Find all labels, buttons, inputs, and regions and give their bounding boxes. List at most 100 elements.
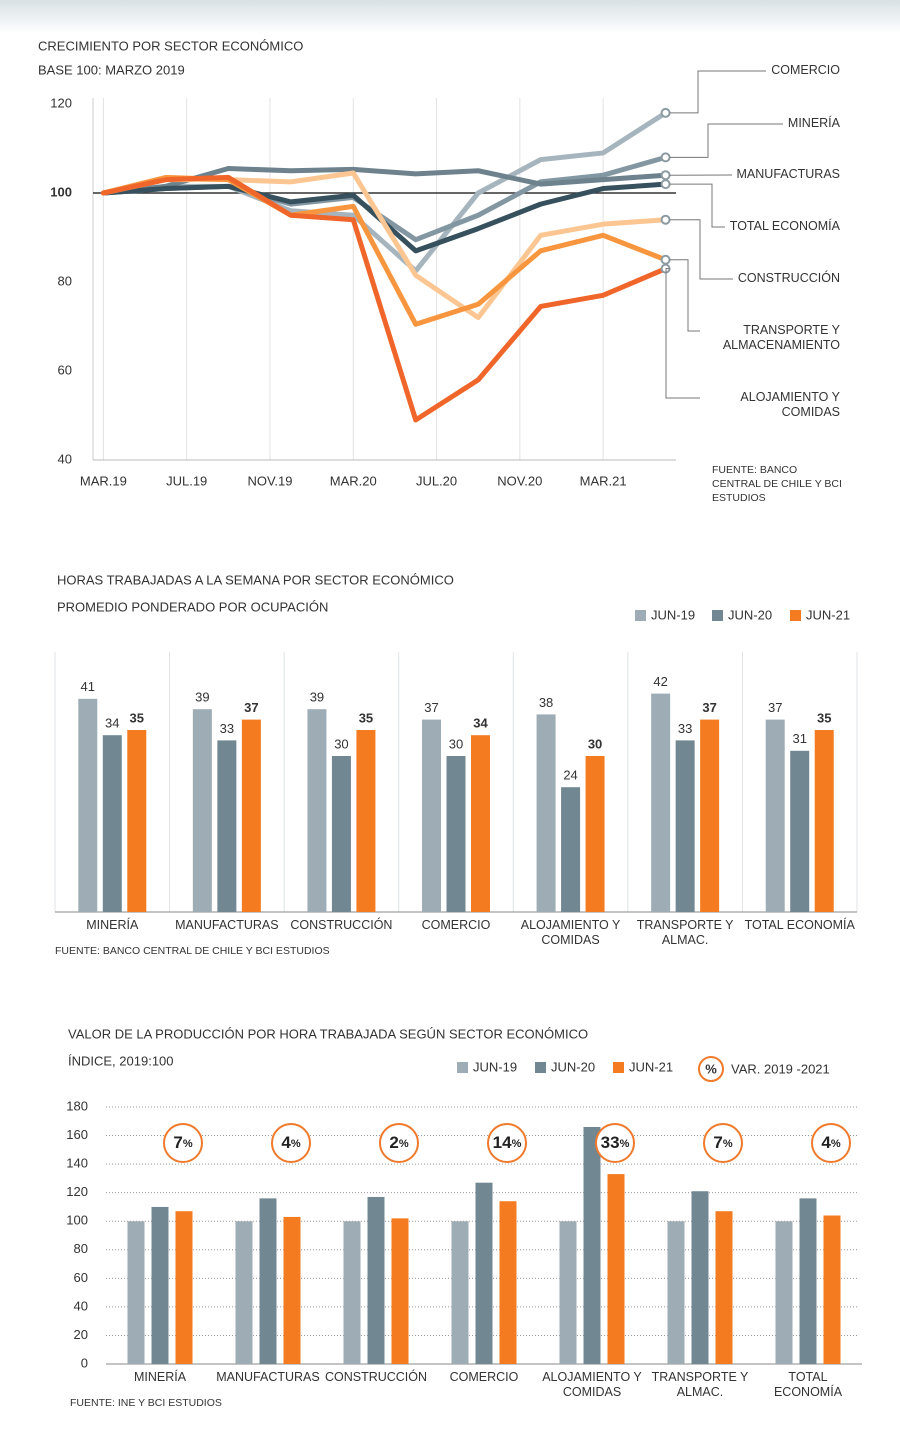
data-label: 31 (792, 731, 806, 746)
x-tick-label: TOTAL ECONOMÍA (773, 1370, 843, 1399)
leader-line (665, 268, 700, 399)
data-label: 34 (105, 716, 119, 731)
variation-badge (271, 1123, 311, 1163)
bar (102, 735, 122, 912)
chart-subtitle: PROMEDIO PONDERADO POR OCUPACIÓN (57, 599, 328, 614)
bar (259, 1198, 277, 1364)
end-marker (660, 179, 671, 190)
variation-label: 4% (821, 1133, 840, 1152)
legend-swatch (613, 1062, 624, 1073)
data-label: 38 (539, 695, 553, 710)
variation-label: 7% (173, 1133, 192, 1152)
source-note: FUENTE: BANCO CENTRAL DE CHILE Y BCI EST… (55, 945, 330, 957)
series-label: TRANSPORTE Y ALMACENAMIENTO (722, 323, 840, 352)
variation-badge (595, 1123, 635, 1163)
data-label: 33 (220, 721, 234, 736)
data-label: 37 (244, 700, 258, 715)
series-line (100, 174, 669, 327)
y-tick-label: 40 (74, 1298, 88, 1313)
x-tick-label: JUL.19 (166, 473, 207, 488)
bar (331, 756, 351, 912)
bar (585, 756, 605, 912)
bar (391, 1218, 409, 1364)
variation-symbol: % (183, 1138, 193, 1150)
bar (765, 719, 785, 912)
variation-symbol: % (291, 1138, 301, 1150)
bar (607, 1174, 625, 1364)
data-label: 30 (334, 736, 348, 751)
data-label: 34 (473, 716, 488, 731)
bar (799, 1198, 817, 1364)
legend-swatch (712, 610, 723, 621)
data-label: 30 (588, 736, 602, 751)
variation-value: 4 (281, 1133, 291, 1152)
legend-swatch (790, 610, 801, 621)
x-tick-label: MINERÍA (133, 1370, 187, 1384)
bar (715, 1211, 733, 1364)
y-tick-label: 0 (81, 1355, 88, 1370)
leader-line (669, 183, 725, 228)
bar (307, 709, 327, 912)
data-label: 41 (81, 679, 95, 694)
variation-label: 4% (281, 1133, 300, 1152)
variation-badge (163, 1123, 203, 1163)
series-line (100, 174, 669, 423)
chart-subtitle: ÍNDICE, 2019:100 (68, 1053, 174, 1068)
legend-label: JUN-19 (473, 1059, 517, 1074)
variation-value: 4 (821, 1133, 831, 1152)
bar (446, 756, 466, 912)
variation-value: 7 (713, 1133, 722, 1152)
series-label: MANUFACTURAS (736, 167, 840, 181)
end-marker (660, 170, 671, 181)
legend-swatch (457, 1062, 468, 1073)
variation-value: 33 (601, 1133, 620, 1152)
x-tick-label: MAR.21 (580, 473, 627, 488)
y-tick-label: 80 (58, 273, 72, 288)
end-marker (660, 107, 671, 118)
bar (471, 735, 490, 912)
end-marker (660, 254, 671, 265)
variation-label: 2% (389, 1133, 408, 1152)
variation-badge (487, 1123, 527, 1163)
x-tick-label: COMERCIO (421, 918, 491, 932)
bar (583, 1126, 601, 1364)
y-tick-label: 160 (66, 1127, 88, 1142)
y-tick-label: 100 (50, 184, 72, 199)
y-tick-label: 120 (66, 1184, 88, 1199)
legend-badge-symbol: % (705, 1061, 717, 1076)
y-tick-label: 140 (66, 1156, 88, 1171)
data-label: 35 (359, 710, 373, 725)
bar (667, 1221, 685, 1364)
variation-symbol: % (831, 1138, 841, 1150)
source-note: FUENTE: BANCO CENTRAL DE CHILE Y BCI EST… (712, 464, 842, 504)
source-note: FUENTE: INE Y BCI ESTUDIOS (70, 1397, 222, 1409)
x-tick-label: MANUFACTURAS (175, 918, 279, 932)
legend-swatch (635, 610, 646, 621)
x-tick-label: TRANSPORTE Y ALMAC. (651, 1370, 749, 1399)
data-label: 37 (768, 700, 782, 715)
bar (561, 787, 581, 912)
y-tick-label: 120 (50, 95, 72, 110)
chart-title: CRECIMIENTO POR SECTOR ECONÓMICO (38, 38, 303, 53)
leader-line (669, 123, 783, 158)
bar (356, 730, 376, 912)
series-label: CONSTRUCCIÓN (737, 271, 840, 285)
bar (651, 693, 671, 912)
variation-badge (703, 1123, 743, 1163)
data-label: 33 (678, 721, 692, 736)
data-label: 35 (130, 710, 144, 725)
bar (78, 698, 98, 912)
bar (536, 714, 556, 912)
variation-symbol: % (723, 1138, 733, 1150)
legend-label: JUN-21 (806, 607, 850, 622)
bar (175, 1211, 193, 1364)
series-label: TOTAL ECONOMÍA (729, 219, 840, 233)
bar (151, 1206, 169, 1364)
y-tick-label: 80 (74, 1241, 88, 1256)
x-tick-label: NOV.19 (247, 473, 292, 488)
end-marker (660, 214, 671, 225)
y-tick-label: 20 (74, 1327, 88, 1342)
bar (192, 709, 212, 912)
y-tick-label: 180 (66, 1098, 88, 1113)
variation-label: 14% (493, 1133, 522, 1152)
